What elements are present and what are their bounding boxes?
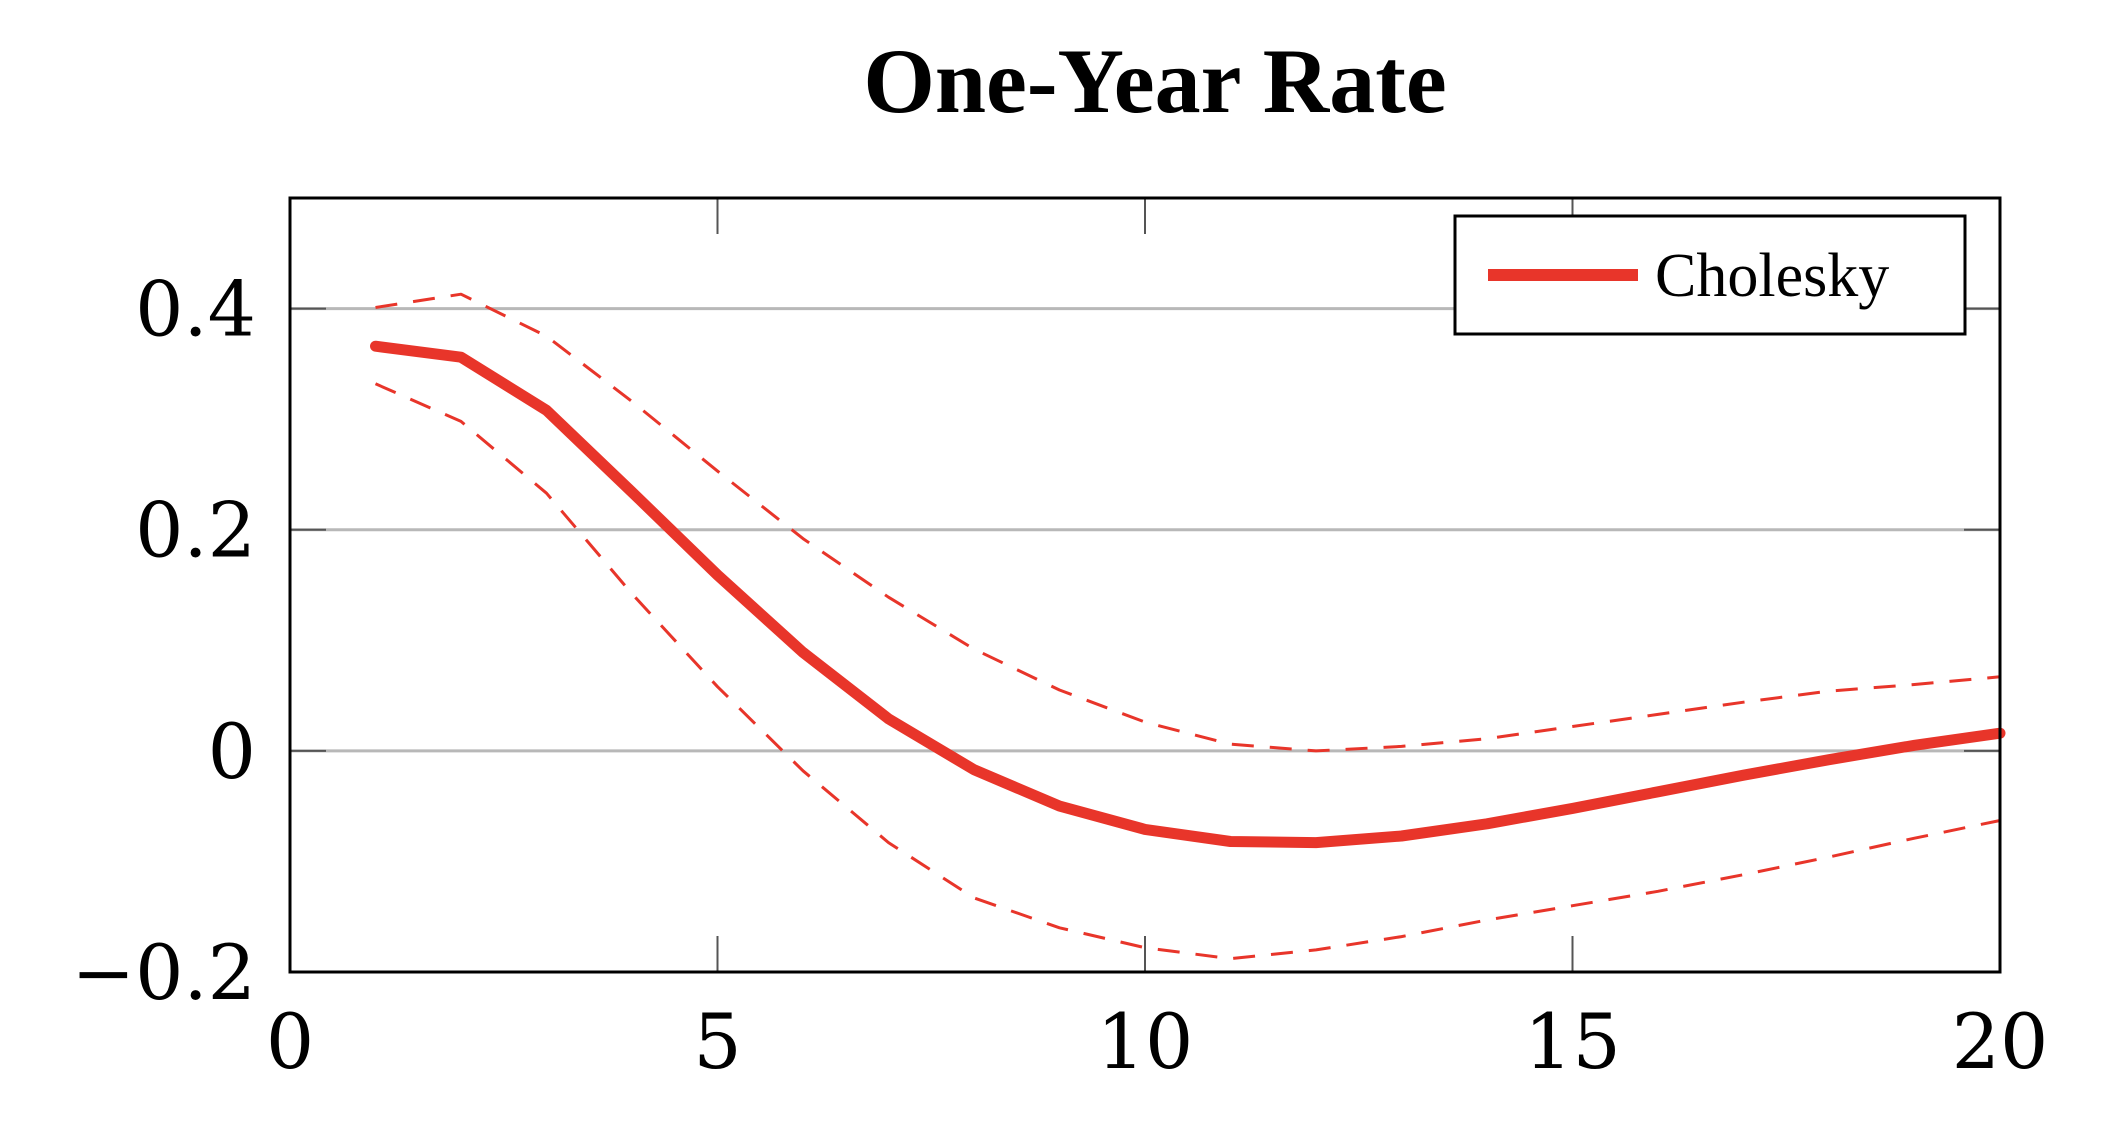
series-line-point-estimate	[370, 340, 2006, 849]
y-tick-label: 0.2	[135, 486, 256, 575]
y-tick-label: −0.2	[71, 928, 256, 1017]
series-lines	[370, 292, 2006, 961]
tick-labels: −0.200.20.40 5 10 15 20	[71, 265, 2048, 1086]
x-tick-label: 20	[1952, 997, 2049, 1086]
x-tick-label: 10	[1097, 997, 1194, 1086]
x-tick-label: 5	[693, 997, 741, 1086]
series-line-upper-band	[375, 292, 2001, 753]
y-tick-label: 0	[208, 707, 256, 796]
y-tick-label: 0.4	[135, 265, 256, 354]
legend: Cholesky	[1453, 214, 1967, 336]
x-tick-label: 15	[1524, 997, 1621, 1086]
legend-label-cholesky: Cholesky	[1655, 242, 1889, 310]
chart-title: One-Year Rate	[863, 30, 1446, 132]
gridlines	[290, 307, 2000, 753]
x-tick-label: 0	[266, 997, 314, 1086]
series-line-lower-band	[374, 382, 2001, 961]
plot-frame	[288, 196, 2002, 974]
